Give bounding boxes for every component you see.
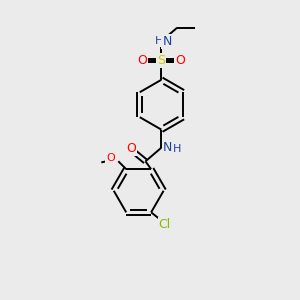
- Text: S: S: [157, 54, 165, 67]
- Text: H: H: [172, 144, 181, 154]
- Text: N: N: [162, 35, 172, 48]
- Text: O: O: [138, 54, 148, 67]
- Text: N: N: [163, 141, 172, 154]
- Text: H: H: [154, 36, 163, 46]
- Text: Cl: Cl: [159, 218, 171, 231]
- Text: O: O: [175, 54, 185, 67]
- Text: O: O: [106, 153, 115, 163]
- Text: O: O: [126, 142, 136, 155]
